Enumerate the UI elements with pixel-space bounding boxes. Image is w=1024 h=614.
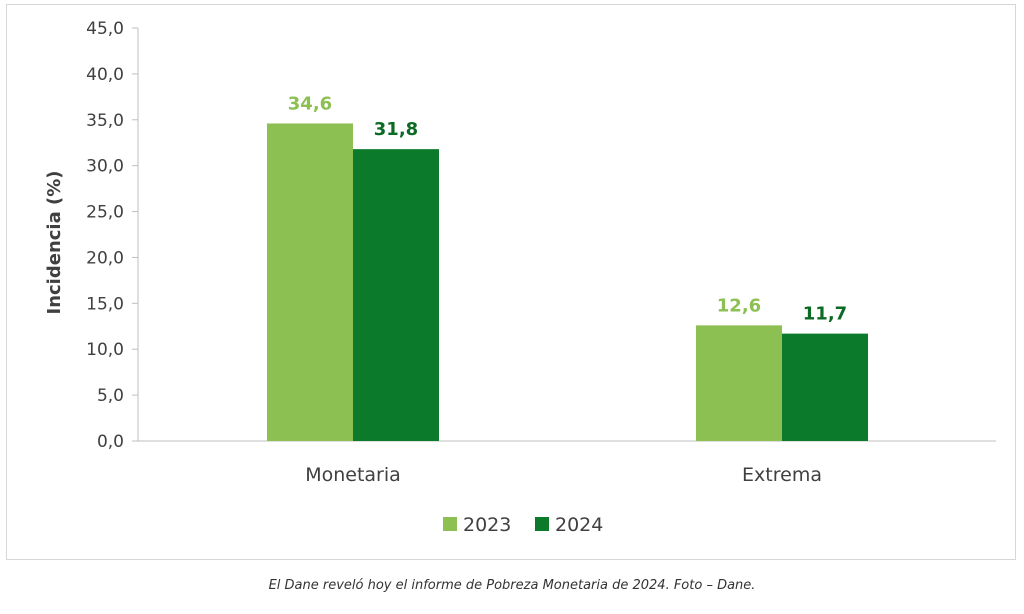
legend-label-2024: 2024 [555, 514, 603, 536]
y-tick-label: 5,0 [97, 386, 124, 406]
data-label-2024-extrema: 11,7 [803, 304, 847, 325]
y-axis-title: Incidencia (%) [44, 171, 65, 315]
bar-chart: 0,0 5,0 10,0 15,0 20,0 25,0 30,0 35,0 40,0 45,0 In… [44, 19, 996, 536]
bar-2023-monetaria [267, 123, 353, 442]
bar-2024-monetaria [353, 149, 439, 441]
y-tick-label: 0,0 [97, 432, 124, 452]
category-label-extrema: Extrema [742, 464, 822, 486]
y-tick-label: 40,0 [86, 65, 124, 85]
y-tick-label: 25,0 [86, 203, 124, 223]
chart-frame: 0,0 5,0 10,0 15,0 20,0 25,0 30,0 35,0 40,0 45,0 In… [6, 4, 1016, 560]
legend-label-2023: 2023 [463, 514, 511, 536]
legend-swatch-2023 [443, 517, 457, 531]
image-caption: El Dane reveló hoy el informe de Pobreza… [268, 578, 756, 593]
legend-swatch-2024 [535, 517, 549, 531]
bar-2024-extrema [782, 333, 868, 441]
y-tick-label: 45,0 [86, 19, 124, 39]
category-label-monetaria: Monetaria [305, 464, 401, 486]
bar-2023-extrema [696, 325, 782, 441]
data-label-2023-monetaria: 34,6 [288, 93, 332, 114]
y-tick-label: 35,0 [86, 111, 124, 131]
data-label-2023-extrema: 12,6 [717, 295, 761, 316]
y-tick-label: 30,0 [86, 157, 124, 177]
y-tick-label: 15,0 [86, 294, 124, 314]
data-label-2024-monetaria: 31,8 [374, 119, 418, 140]
y-tick-label: 10,0 [86, 340, 124, 360]
y-tick-label: 20,0 [86, 248, 124, 268]
